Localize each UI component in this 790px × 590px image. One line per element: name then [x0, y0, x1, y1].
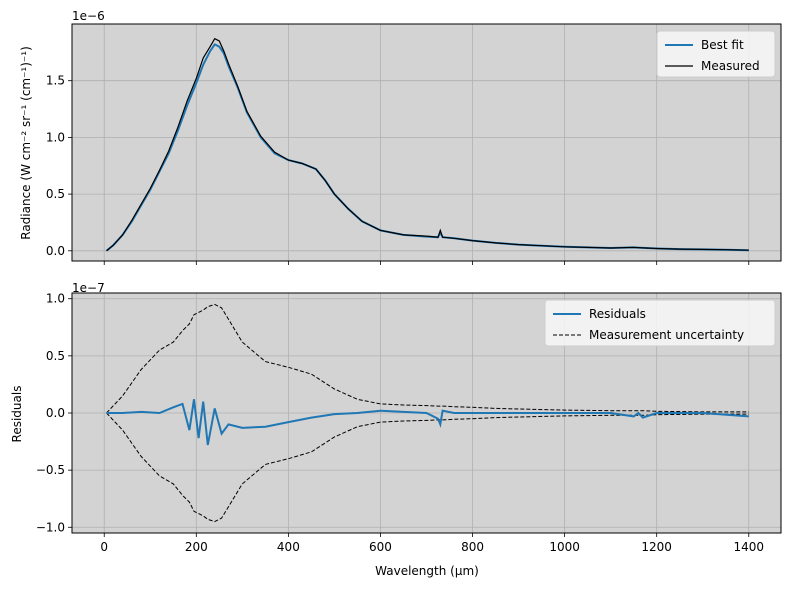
residuals-legend-label: Residuals	[589, 307, 646, 321]
residuals-legend-label: Measurement uncertainty	[589, 328, 744, 342]
radiance-panel: 0.0 0.5 1.0 1.5 1e−6 Radiance (W cm⁻² sr⁻¹ …	[19, 9, 782, 265]
radiance-ticks: 0.0 0.5 1.0 1.5	[46, 74, 750, 265]
residuals-x-tick-label: 800	[461, 540, 484, 554]
radiance-y-tick-label: 1.5	[46, 74, 65, 88]
residuals-y-tick-label: −0.5	[36, 463, 65, 477]
residuals-offset-label: 1e−7	[72, 281, 105, 295]
radiance-axes-frame	[71, 23, 782, 262]
residuals-x-tick-label: 600	[369, 540, 392, 554]
radiance-legend: Best fit Measured	[656, 30, 776, 78]
residuals-y-tick-label: −1.0	[36, 520, 65, 534]
residuals-x-tick-label: 400	[277, 540, 300, 554]
radiance-y-tick-label: 0.5	[46, 187, 65, 201]
residuals-x-tick-label: 1000	[549, 540, 580, 554]
residuals-x-tick-label: 1200	[641, 540, 672, 554]
residuals-y-tick-label: 0.5	[46, 349, 65, 363]
radiance-y-tick-label: 1.0	[46, 130, 65, 144]
radiance-lines	[105, 37, 749, 252]
radiance-legend-label: Measured	[701, 59, 760, 73]
residuals-y-axis-label: Residuals	[10, 386, 24, 443]
radiance-legend-label: Best fit	[701, 38, 744, 52]
residuals-x-tick-label: 200	[185, 540, 208, 554]
series-uncertainty-upper-line	[106, 303, 749, 414]
residuals-legend: Residuals Measurement uncertainty	[544, 299, 776, 347]
residuals-lines	[106, 303, 749, 523]
residuals-y-tick-label: 0.0	[46, 406, 65, 420]
series-uncertainty-lower-line	[106, 412, 749, 523]
residuals-x-tick-label: 1400	[733, 540, 764, 554]
residuals-y-tick-label: 1.0	[46, 292, 65, 306]
radiance-y-tick-label: 0.0	[46, 244, 65, 258]
residuals-ticks: 0 200 400 600 800 1000 1200 1400 −1.0 −0.5 0.0 0.5 1…	[36, 292, 764, 554]
residuals-legend-box	[544, 299, 776, 347]
residuals-x-axis-label: Wavelength (μm)	[375, 564, 479, 578]
radiance-y-axis-label: Radiance (W cm⁻² sr⁻¹ (cm⁻¹)⁻¹)	[19, 46, 33, 240]
series-measured-line	[106, 37, 749, 252]
residuals-x-tick-label: 0	[100, 540, 108, 554]
series-residuals-line	[106, 399, 749, 446]
radiance-offset-label: 1e−6	[72, 9, 105, 23]
residuals-panel: 0 200 400 600 800 1000 1200 1400 −1.0 −0.5 0.0 0.5 1…	[10, 281, 782, 578]
